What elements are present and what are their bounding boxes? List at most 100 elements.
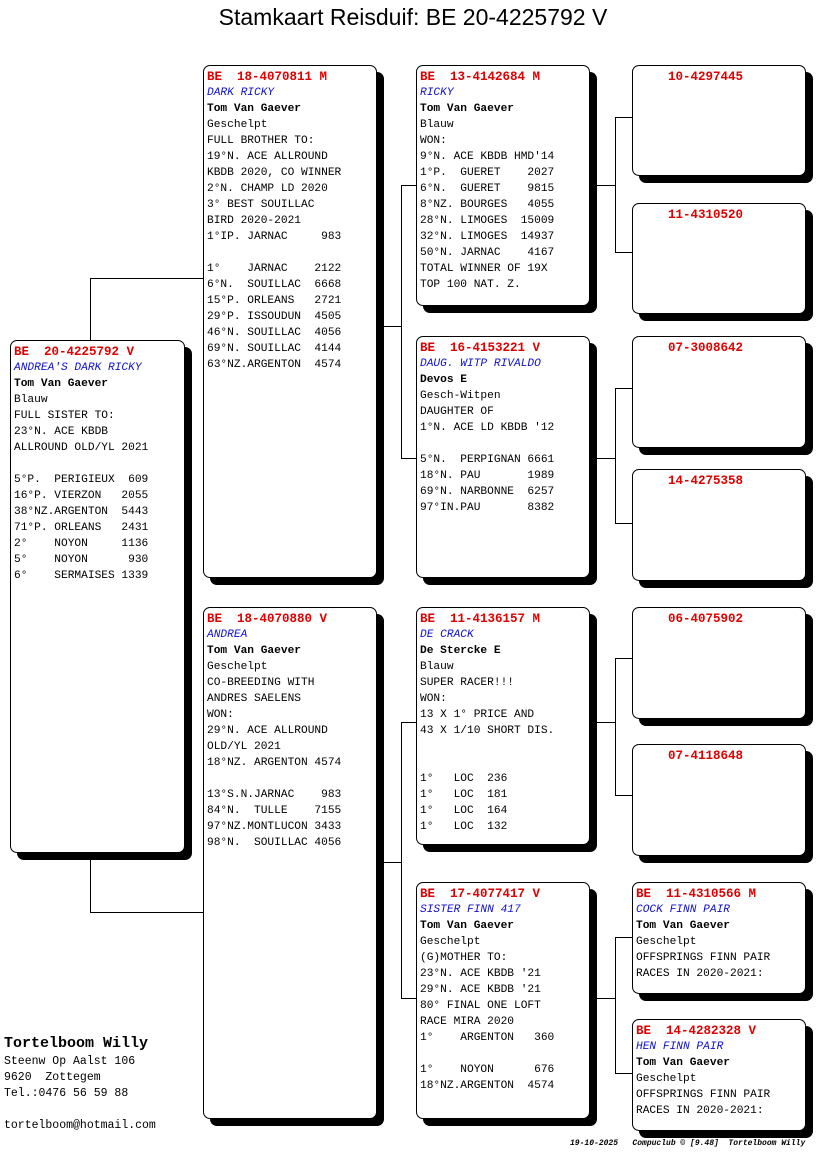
info-line xyxy=(207,245,376,261)
connector xyxy=(589,998,615,999)
info-line: WON: xyxy=(207,709,234,721)
pigeon-card-gen4[interactable]: 11-4310520 xyxy=(632,203,806,314)
info-line: 32°N. LIMOGES 14937 xyxy=(420,231,555,243)
ring-number: 07-3008642 xyxy=(667,341,743,355)
info-line: ALLROUND OLD/YL 2021 xyxy=(14,442,149,454)
pigeon-card-gen4[interactable]: 14-4275358 xyxy=(632,469,806,581)
pigeon-card-gen4[interactable]: 07-4118648 xyxy=(632,744,806,856)
ring-number: BE 11-4310566 M xyxy=(636,887,757,901)
connector xyxy=(615,117,632,118)
pigeon-name: DAUG. WITP RIVALDO xyxy=(420,358,541,370)
info-line: 1° ARGENTON 360 xyxy=(420,1032,555,1044)
info-line xyxy=(14,456,184,472)
info-line: 2° NOYON 1136 xyxy=(14,538,149,550)
info-line: 6° SERMAISES 1339 xyxy=(14,570,149,582)
breeder-phone: Tel.:0476 56 59 88 xyxy=(4,1087,129,1100)
info-line: 63°NZ.ARGENTON 4574 xyxy=(207,359,342,371)
pigeon-card-sire-dam[interactable]: BE 16-4153221 V DAUG. WITP RIVALDO Devos E… xyxy=(416,336,590,578)
pigeon-card-sire[interactable]: BE 18-4070811 M DARK RICKY Tom Van Gaever G… xyxy=(203,65,377,578)
pigeon-card-dam-dam[interactable]: BE 17-4077417 V SISTER FINN 417 Tom Van Ga… xyxy=(416,882,590,1119)
info-line: 18°NZ.ARGENTON 4574 xyxy=(420,1080,555,1092)
info-line xyxy=(420,739,589,755)
info-line: 69°N. NARBONNE 6257 xyxy=(420,486,555,498)
info-line: Geschelpt xyxy=(207,119,268,131)
ring-number: BE 16-4153221 V xyxy=(420,341,541,355)
info-line: 38°NZ.ARGENTON 5443 xyxy=(14,506,149,518)
info-line: 43 X 1/10 SHORT DIS. xyxy=(420,725,555,737)
connector xyxy=(401,185,402,458)
info-line: CO-BREEDING WITH xyxy=(207,677,315,689)
ring-number: 06-4075902 xyxy=(667,612,743,626)
connector xyxy=(615,117,616,252)
breeder-email: tortelboom@hotmail.com xyxy=(4,1119,156,1132)
connector xyxy=(615,937,616,1073)
connector xyxy=(615,252,632,253)
ring-number: BE 14-4282328 V xyxy=(636,1024,757,1038)
info-line: 3° BEST SOUILLAC xyxy=(207,199,315,211)
owner-name: Tom Van Gaever xyxy=(14,378,108,390)
footer-credit: 19-10-2025 Compuclub © [9.48] Tortelboom… xyxy=(570,1139,806,1148)
pigeon-name: DARK RICKY xyxy=(207,87,275,99)
info-line: 13 X 1° PRICE AND xyxy=(420,709,535,721)
pigeon-name: COCK FINN PAIR xyxy=(636,904,730,916)
connector xyxy=(589,722,615,723)
connector xyxy=(90,278,203,279)
pigeon-name: ANDREA xyxy=(207,629,248,641)
pigeon-card-dam[interactable]: BE 18-4070880 V ANDREA Tom Van Gaever Gesch… xyxy=(203,607,377,1119)
info-line: 9°N. ACE KBDB HMD'14 xyxy=(420,151,555,163)
connector xyxy=(615,388,632,389)
info-line xyxy=(420,436,589,452)
owner-name: De Stercke E xyxy=(420,645,501,657)
connector xyxy=(615,388,616,523)
connector xyxy=(615,1073,632,1074)
ring-number: BE 11-4136157 M xyxy=(420,612,541,626)
connector xyxy=(615,658,616,795)
info-line: 23°N. ACE KBDB xyxy=(14,426,108,438)
pigeon-card-dam-sire[interactable]: BE 11-4136157 M DE CRACK De Stercke E Blauw… xyxy=(416,607,590,845)
pigeon-name: SISTER FINN 417 xyxy=(420,904,521,916)
pigeon-card-subject[interactable]: BE 20-4225792 V ANDREA'S DARK RICKY Tom Va… xyxy=(10,340,185,853)
info-line: 98°N. SOUILLAC 4056 xyxy=(207,837,342,849)
info-line: Geschelpt xyxy=(636,936,697,948)
info-line: 1° LOC 164 xyxy=(420,805,508,817)
info-line: 19°N. ACE ALLROUND xyxy=(207,151,328,163)
ring-number: BE 13-4142684 M xyxy=(420,70,541,84)
pigeon-name: RICKY xyxy=(420,87,454,99)
ring-number: 14-4275358 xyxy=(667,474,743,488)
connector xyxy=(90,912,203,913)
pigeon-card-gen4[interactable]: 06-4075902 xyxy=(632,607,806,719)
info-line: 13°S.N.JARNAC 983 xyxy=(207,789,342,801)
pigeon-card-gen4[interactable]: BE 14-4282328 V HEN FINN PAIR Tom Van Gaev… xyxy=(632,1019,806,1131)
pigeon-card-gen4[interactable]: 07-3008642 xyxy=(632,336,806,448)
info-line: 1° NOYON 676 xyxy=(420,1064,555,1076)
pigeon-card-gen4[interactable]: BE 11-4310566 M COCK FINN PAIR Tom Van Gae… xyxy=(632,882,806,994)
info-line: TOP 100 NAT. Z. xyxy=(420,279,521,291)
info-line: 1°P. GUERET 2027 xyxy=(420,167,555,179)
info-line: OLD/YL 2021 xyxy=(207,741,281,753)
pigeon-card-sire-sire[interactable]: BE 13-4142684 M RICKY Tom Van Gaever Blauw W… xyxy=(416,65,590,306)
info-line: 97°NZ.MONTLUCON 3433 xyxy=(207,821,342,833)
info-line: Geschelpt xyxy=(420,936,481,948)
info-line: 50°N. JARNAC 4167 xyxy=(420,247,555,259)
ring-number: BE 18-4070811 M xyxy=(207,70,328,84)
info-line xyxy=(420,755,589,771)
pigeon-card-gen4[interactable]: 10-4297445 xyxy=(632,65,806,176)
owner-name: Tom Van Gaever xyxy=(636,920,730,932)
breeder-name: Tortelboom Willy xyxy=(4,1035,149,1052)
connector xyxy=(401,722,416,723)
connector xyxy=(401,722,402,998)
info-line: Blauw xyxy=(420,119,454,131)
info-line: DAUGHTER OF xyxy=(420,406,494,418)
info-line: 29°P. ISSOUDUN 4505 xyxy=(207,311,342,323)
info-line: TOTAL WINNER OF 19X xyxy=(420,263,548,275)
breeder-city: 9620 Zottegem xyxy=(4,1071,101,1084)
info-line: RACE MIRA 2020 xyxy=(420,1016,514,1028)
info-line: (G)MOTHER TO: xyxy=(420,952,508,964)
owner-name: Tom Van Gaever xyxy=(207,103,301,115)
info-line: WON: xyxy=(420,135,447,147)
connector xyxy=(401,458,416,459)
breeder-info: Tortelboom Willy Steenw Op Aalst 106 962… xyxy=(4,1034,156,1134)
info-line: 1°N. ACE LD KBDB '12 xyxy=(420,422,555,434)
info-line: FULL BROTHER TO: xyxy=(207,135,315,147)
info-line: 5°N. PERPIGNAN 6661 xyxy=(420,454,555,466)
